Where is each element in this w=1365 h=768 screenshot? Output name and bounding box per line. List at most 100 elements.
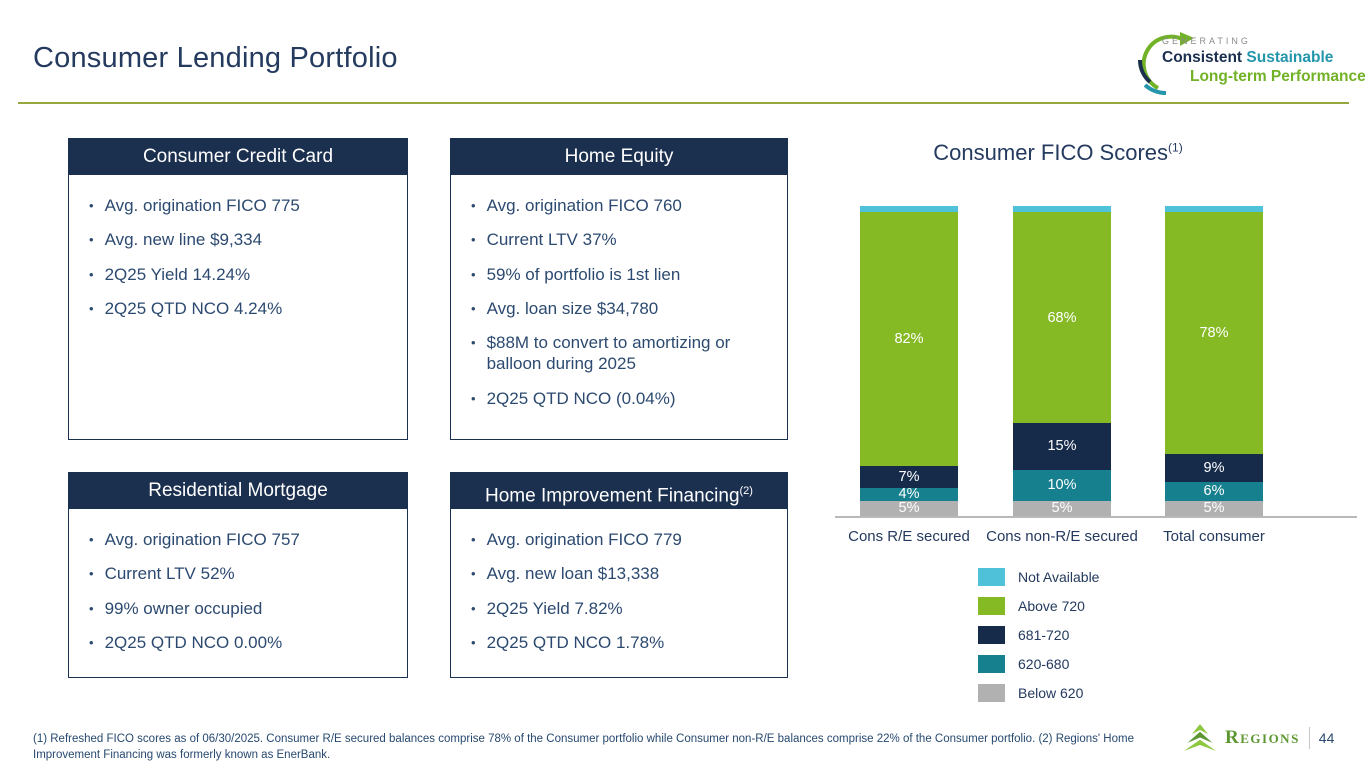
x-axis-label: Cons non-R/E secured — [986, 528, 1138, 545]
bullet-dot: • — [89, 300, 94, 316]
segment-value-label: 5% — [1051, 500, 1073, 517]
legend-label: 620-680 — [1018, 656, 1070, 672]
bullet-text: Avg. origination FICO 775 — [104, 196, 300, 215]
segment-value-label: 10% — [1047, 477, 1077, 493]
box-title: Home Equity — [564, 146, 674, 167]
bar-segment: 5% — [860, 500, 958, 516]
page-number: 44 — [1318, 729, 1335, 746]
regions-wordmark: Regions — [1225, 726, 1300, 748]
bar-segment: 5% — [1013, 500, 1111, 517]
box-header: Home Improvement Financing(2) — [451, 473, 787, 509]
bullet-dot: • — [89, 566, 94, 582]
box-body: • Avg. origination FICO 775 • Avg. new line… — [69, 175, 407, 319]
box-consumer-credit-card: Consumer Credit Card • Avg. origination F… — [68, 138, 408, 440]
segment-value-label: 4% — [898, 486, 920, 503]
tagline-line2: Consistent Sustainable — [1162, 48, 1365, 67]
bullet-item: • $88M to convert to amortizing or balloo… — [471, 332, 773, 375]
bar-segment: 10% — [1013, 469, 1111, 501]
legend-label: Below 620 — [1018, 685, 1084, 701]
box-title: Consumer Credit Card — [142, 146, 334, 167]
bullet-text: 2Q25 QTD NCO 1.78% — [486, 632, 665, 652]
bullet-text: 99% owner occupied — [104, 598, 263, 618]
chart-title-superscript: (1) — [1168, 140, 1183, 155]
box-title: Home Improvement Financing — [485, 485, 740, 507]
bullet-item: • 2Q25 Yield 7.82% — [471, 598, 773, 619]
bullet-dot: • — [471, 532, 476, 547]
footnote: (1) Refreshed FICO scores as of 06/30/20… — [33, 733, 1134, 761]
bullet-item: • Avg. new loan $13,338 — [471, 563, 773, 584]
bullet-item: • Avg. origination FICO 760 — [471, 195, 773, 216]
bullet-dot: • — [471, 600, 476, 616]
bullet-text: Avg. new line $9,334 — [104, 230, 263, 250]
tagline-consistent: Consistent — [1162, 49, 1247, 66]
bar-segment: 9% — [1165, 454, 1263, 482]
legend-swatch — [978, 568, 1005, 586]
bullet-item: • 2Q25 QTD NCO 4.24% — [89, 298, 393, 319]
bar-segment: 5% — [1165, 500, 1263, 517]
box-header: Home Equity — [451, 139, 787, 175]
bullet-text: 2Q25 QTD NCO 0.00% — [104, 632, 283, 652]
bullet-item: • 2Q25 QTD NCO 0.00% — [89, 632, 393, 653]
box-title-superscript: (2) — [739, 485, 753, 497]
box-header: Residential Mortgage — [69, 473, 407, 509]
stacked-bar: 2%68%15%10%5% — [1013, 206, 1111, 516]
segment-value-label: 82% — [894, 331, 924, 348]
x-axis-label: Cons R/E secured — [848, 528, 970, 545]
box-body: • Avg. origination FICO 779 • Avg. new loan… — [451, 509, 787, 653]
bullet-item: • Avg. origination FICO 775 — [89, 195, 393, 216]
bullet-dot: • — [89, 232, 94, 248]
bullet-text: Current LTV 37% — [486, 230, 617, 250]
segment-value-label: 68% — [1047, 309, 1077, 326]
bullet-item: • Avg. origination FICO 757 — [89, 529, 393, 550]
bullet-text: Avg. origination FICO 779 — [486, 530, 682, 549]
segment-value-label: 5% — [1203, 500, 1225, 517]
tagline-line3: Long-term Performance — [1190, 68, 1365, 85]
bullet-item: • 59% of portfolio is 1st lien — [471, 264, 773, 285]
page-title: Consumer Lending Portfolio — [33, 42, 398, 74]
box-home-improvement-financing: Home Improvement Financing(2) • Avg. orig… — [450, 472, 788, 678]
bullet-item: • Current LTV 52% — [89, 563, 393, 584]
bar-segment: 7% — [860, 466, 958, 489]
legend-item: Below 620 — [978, 684, 1099, 702]
bullet-dot: • — [89, 198, 94, 213]
legend-item: 681-720 — [978, 626, 1099, 644]
title-underline — [18, 102, 1349, 104]
bullet-text: Avg. loan size $34,780 — [486, 298, 659, 318]
bullet-dot: • — [471, 198, 476, 213]
bullet-text: Avg. origination FICO 757 — [104, 530, 300, 549]
segment-value-label: 9% — [1203, 459, 1225, 476]
bullet-dot: • — [471, 335, 476, 350]
bullet-dot: • — [471, 232, 476, 248]
legend-label: Not Available — [1018, 569, 1100, 585]
box-body: • Avg. origination FICO 757 • Current LTV 5… — [69, 509, 407, 653]
bullet-item: • 2Q25 Yield 14.24% — [89, 264, 393, 285]
fico-scores-stacked-bar-chart: 2%82%7%4%5%Cons R/E secured2%68%15%10%5%… — [835, 206, 1357, 545]
box-residential-mortgage: Residential Mortgage • Avg. origination F… — [68, 472, 408, 678]
bar-segment: 82% — [860, 212, 958, 467]
bullet-text: 2Q25 QTD NCO (0.04%) — [486, 388, 676, 408]
legend-label: Above 720 — [1018, 598, 1085, 614]
segment-value-label: 6% — [1203, 483, 1225, 500]
box-home-equity: Home Equity • Avg. origination FICO 760 • C… — [450, 138, 788, 440]
bullet-dot: • — [471, 266, 476, 282]
bullet-text: Avg. origination FICO 760 — [486, 196, 682, 215]
box-title: Residential Mortgage — [148, 480, 328, 501]
legend-swatch — [978, 626, 1005, 644]
legend-swatch — [978, 684, 1005, 702]
legend-item: Above 720 — [978, 597, 1099, 615]
bullet-text: 2Q25 Yield 7.82% — [486, 598, 623, 618]
segment-value-label: 15% — [1047, 438, 1077, 455]
bar-segment: 6% — [1165, 481, 1263, 501]
bullet-item: • Avg. origination FICO 779 — [471, 529, 773, 550]
bullet-text: 2Q25 QTD NCO 4.24% — [104, 298, 283, 318]
bullet-item: • Avg. loan size $34,780 — [471, 298, 773, 319]
chart-title: Consumer FICO Scores(1) — [833, 140, 1283, 166]
bullet-dot: • — [89, 634, 94, 650]
legend-swatch — [978, 655, 1005, 673]
regions-triangle-icon — [1184, 724, 1216, 751]
bullet-item: • 2Q25 QTD NCO 1.78% — [471, 632, 773, 653]
bullet-text: Current LTV 52% — [104, 564, 235, 584]
bar-segment: 68% — [1013, 212, 1111, 423]
segment-value-label: 78% — [1199, 325, 1229, 342]
